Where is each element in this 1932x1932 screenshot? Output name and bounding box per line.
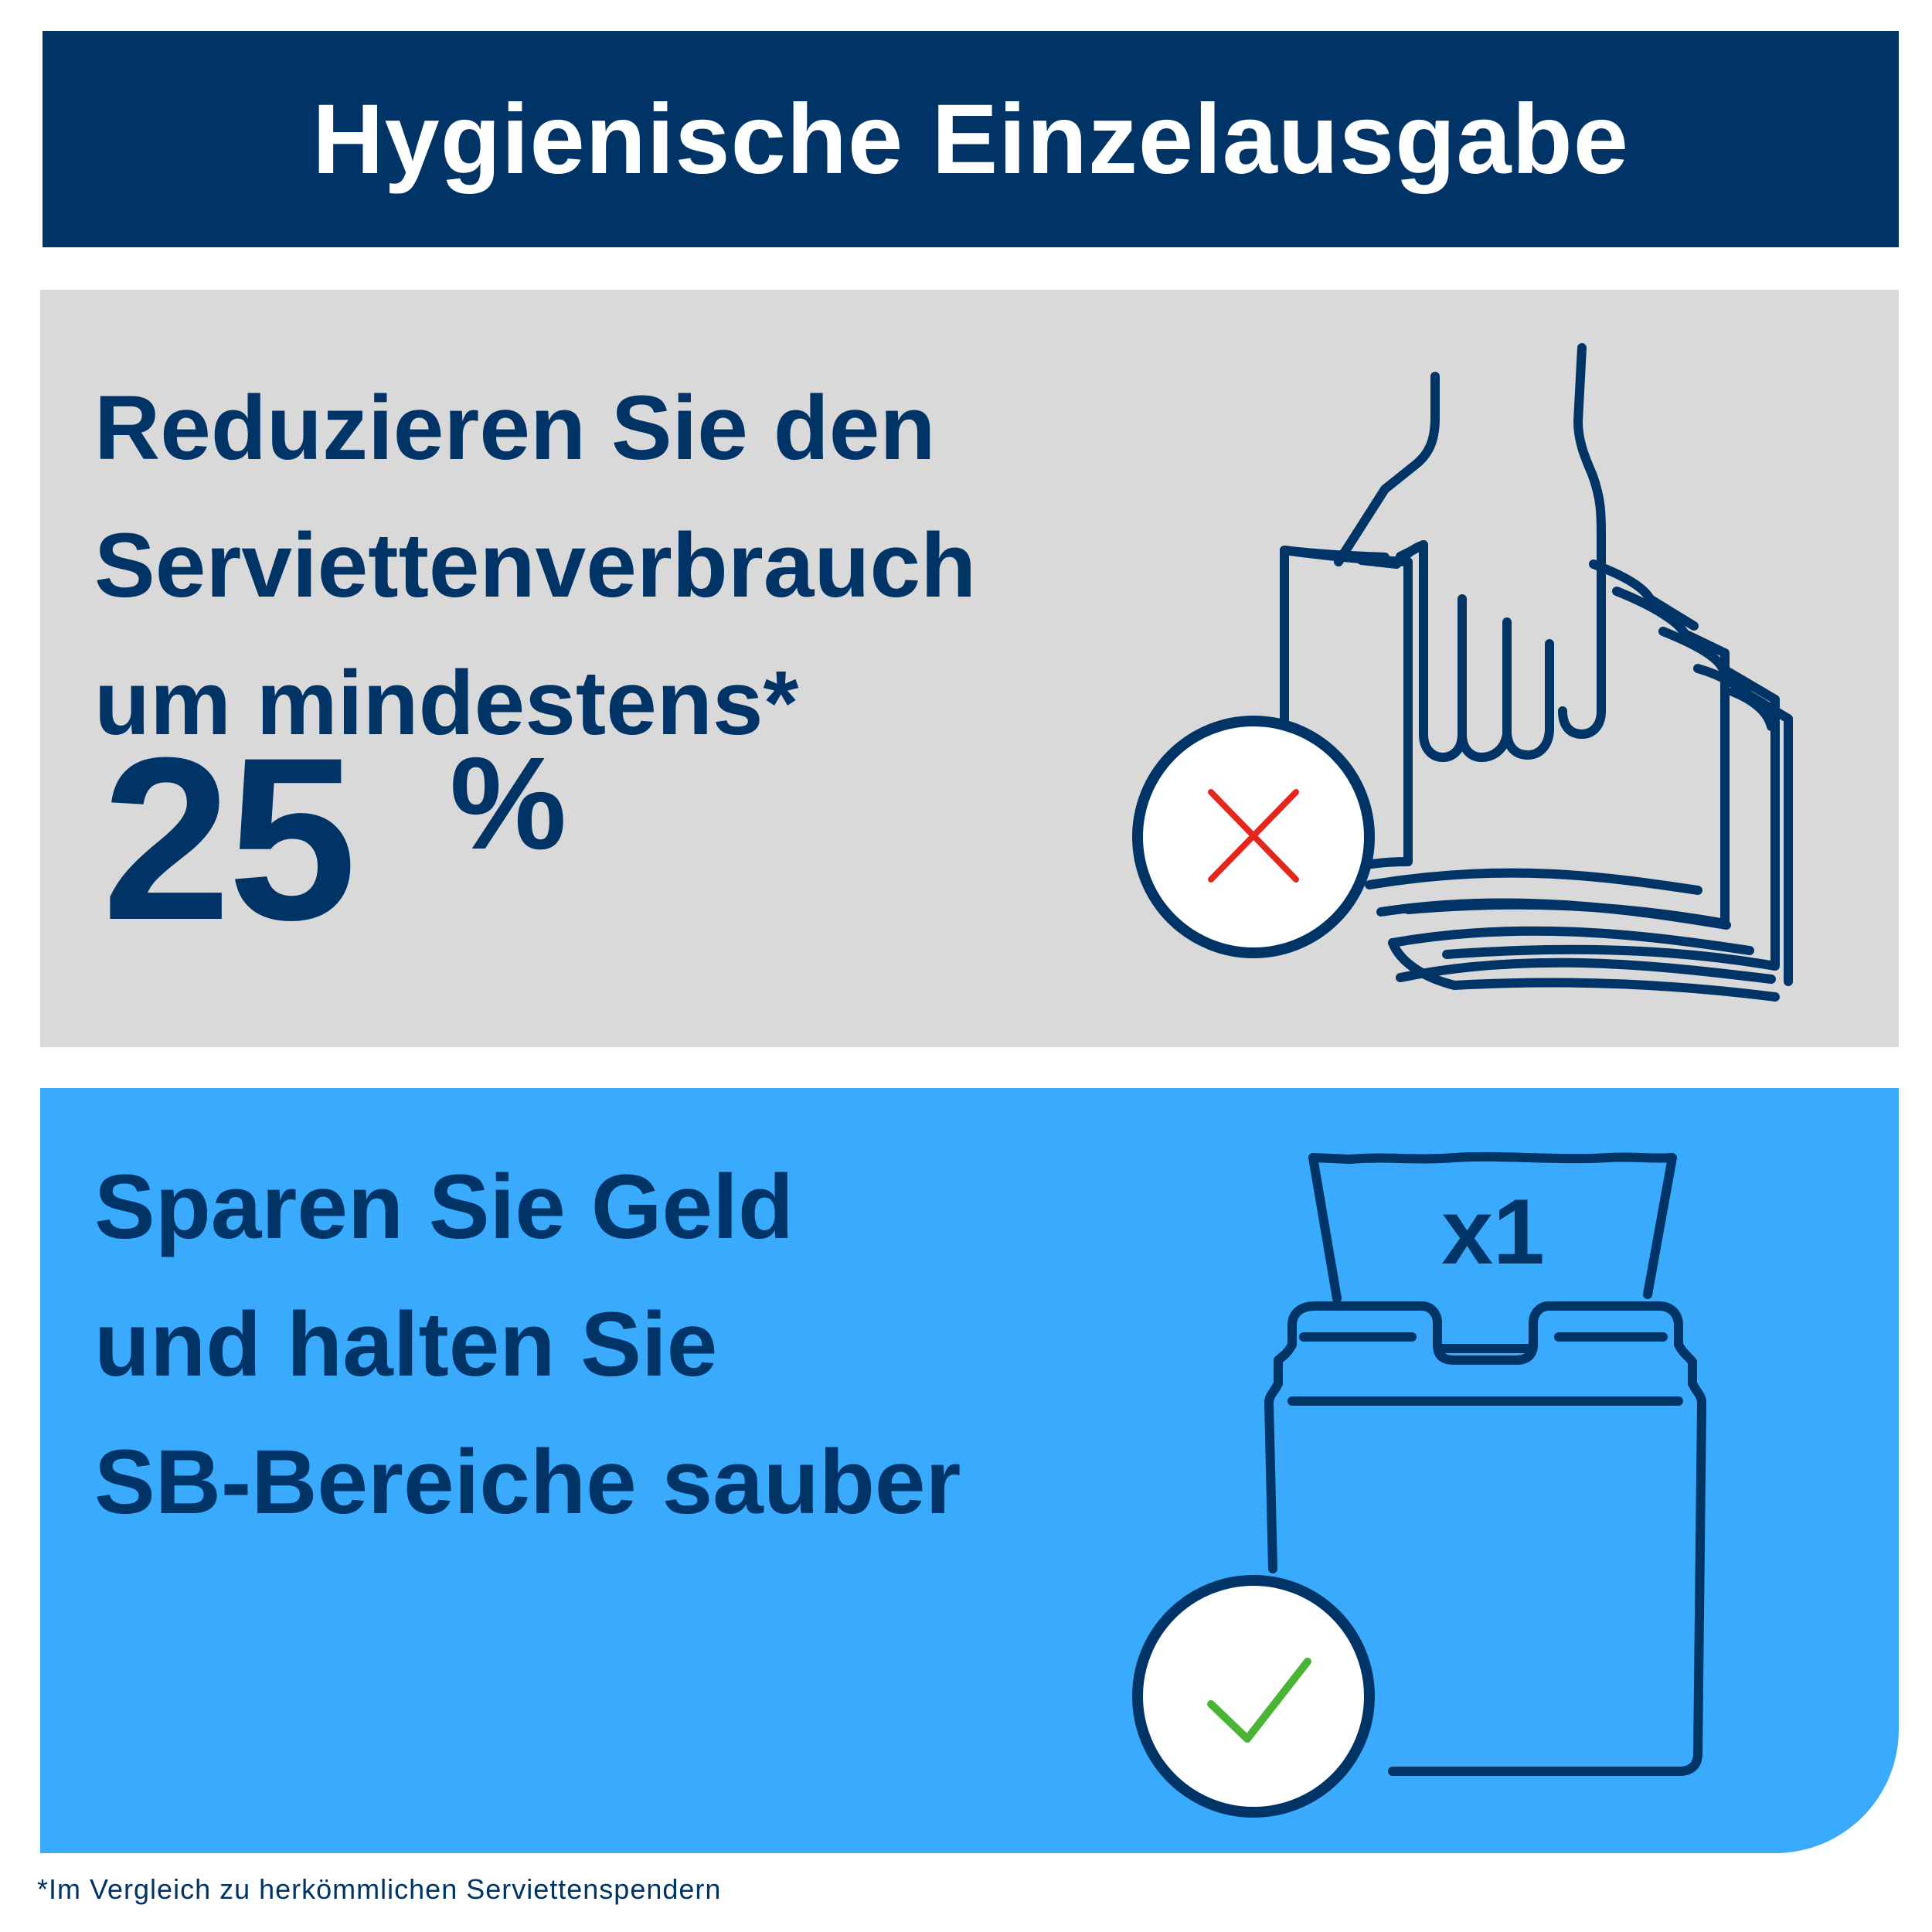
heading-line: und halten Sie xyxy=(94,1294,718,1396)
heading-line: SB-Bereiche sauber xyxy=(94,1431,961,1533)
heading-line: Serviettenverbrauch xyxy=(94,515,977,617)
footnote: *Im Vergleich zu herkömmlichen Serviette… xyxy=(37,1873,722,1905)
percent-sign: % xyxy=(450,730,567,877)
dispenser-label: x1 xyxy=(1441,1180,1544,1284)
single-napkin-dispenser-illustration: x1 xyxy=(1132,1151,1706,1818)
check-circle-badge xyxy=(1132,1575,1375,1818)
heading-line: um mindestens* xyxy=(94,652,799,754)
page-title: Hygienische Einzelausgabe xyxy=(312,83,1629,195)
percent-value: 25 xyxy=(102,709,357,968)
heading-line: Sparen Sie Geld xyxy=(94,1156,794,1258)
reduce-usage-heading: Reduzieren Sie den Serviettenverbrauch u… xyxy=(94,359,976,772)
check-mark-icon xyxy=(1207,1658,1311,1743)
napkin-stack-hand-illustration xyxy=(1132,343,1793,1002)
title-banner: Hygienische Einzelausgabe xyxy=(43,31,1899,247)
save-money-panel: Sparen Sie Geld und halten Sie SB-Bereic… xyxy=(40,1088,1899,1853)
x-mark-icon xyxy=(1208,789,1299,883)
heading-line: Reduzieren Sie den xyxy=(94,377,936,479)
save-money-heading: Sparen Sie Geld und halten Sie SB-Bereic… xyxy=(94,1138,961,1551)
reduce-usage-panel: Reduzieren Sie den Serviettenverbrauch u… xyxy=(40,290,1899,1047)
